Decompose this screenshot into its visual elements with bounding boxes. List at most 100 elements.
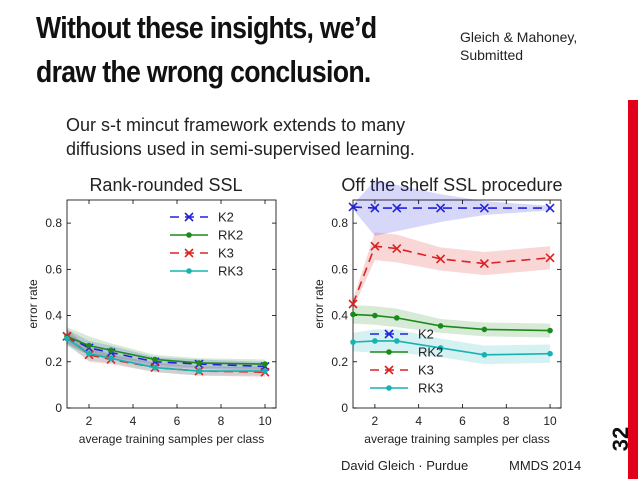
data-point-rk2 xyxy=(196,360,202,366)
x-tick-label: 10 xyxy=(543,414,557,428)
data-point-rk2 xyxy=(86,342,92,349)
x-tick-label: 2 xyxy=(86,414,93,428)
data-point-k3-stroke xyxy=(436,254,446,264)
data-point-k3 xyxy=(479,258,489,269)
data-point-rk2 xyxy=(262,361,268,367)
data-point-k3-stroke xyxy=(348,299,358,309)
citation-line-2: Submitted xyxy=(460,47,524,63)
data-point-rk3 xyxy=(196,368,202,374)
data-point-k2 xyxy=(370,203,380,213)
legend-marker xyxy=(384,329,394,339)
title-line-2: draw the wrong conclusion. xyxy=(36,54,371,89)
legend-label-rk2: RK2 xyxy=(218,228,243,243)
legend-label-rk3: RK3 xyxy=(218,264,243,279)
legend-marker xyxy=(184,212,194,222)
band-k2 xyxy=(67,329,265,372)
legend-label-k3: K3 xyxy=(418,363,434,378)
legend-label-k3: K3 xyxy=(218,246,234,261)
chart-title: Rank-rounded SSL xyxy=(89,175,242,195)
subtitle: Our s-t mincut framework extends to many… xyxy=(66,113,415,161)
data-point-rk2 xyxy=(152,356,158,363)
x-tick-label: 4 xyxy=(130,414,137,428)
plot-frame xyxy=(66,199,277,409)
data-point-k3 xyxy=(348,299,358,309)
series-line-k3 xyxy=(352,245,551,305)
footer-conference: MMDS 2014 xyxy=(509,458,582,473)
legend-marker xyxy=(184,248,194,258)
data-point-k3 xyxy=(370,241,380,251)
data-point-rk3 xyxy=(547,350,553,357)
x-tick-label: 6 xyxy=(174,414,181,428)
data-point-k2-stroke xyxy=(545,203,555,213)
legend-label-k2: K2 xyxy=(418,327,434,342)
data-point-k2-stroke xyxy=(348,202,358,212)
data-point-rk3 xyxy=(372,338,378,344)
series-line-k2 xyxy=(352,206,551,209)
data-point-k2 xyxy=(392,203,402,213)
x-axis-label: average training samples per class xyxy=(364,432,549,446)
data-point-rk3 xyxy=(262,368,268,374)
y-tick-label: 0.6 xyxy=(45,262,62,276)
chart-title: Off the shelf SSL procedure xyxy=(341,175,562,195)
series-line-rk3 xyxy=(66,338,265,372)
data-point-k3-stroke xyxy=(479,258,489,269)
series-line-rk2 xyxy=(352,313,551,332)
data-point-k2 xyxy=(348,202,358,212)
footer-author: David Gleich · Purdue xyxy=(341,458,469,473)
x-tick-label: 4 xyxy=(415,414,422,428)
data-point-rk3 xyxy=(108,355,114,362)
data-point-k2-stroke xyxy=(479,203,489,213)
legend-label-k2: K2 xyxy=(218,210,234,225)
data-point-k2-stroke xyxy=(370,203,380,213)
y-tick-label: 0.8 xyxy=(331,216,348,230)
legend: K2 RK2 K3 RK3 xyxy=(370,327,443,396)
y-tick-label: 0.4 xyxy=(331,309,348,323)
legend-marker xyxy=(386,349,392,355)
chart-2: Off the shelf SSL procedure 0 0.2 0.4 0.6 0.8… xyxy=(312,175,563,446)
y-tick-label: 0 xyxy=(341,401,348,415)
x-axis-label: average training samples per class xyxy=(79,432,264,446)
series-line-rk2 xyxy=(66,335,266,365)
data-point-rk3 xyxy=(393,338,400,344)
data-point-rk2 xyxy=(393,315,400,321)
data-point-k2-stroke xyxy=(392,203,402,213)
subtitle-line-1: Our s-t mincut framework extends to many xyxy=(66,115,406,135)
data-point-rk3 xyxy=(86,350,92,357)
data-point-rk2 xyxy=(372,312,378,319)
data-point-rk2 xyxy=(481,326,488,333)
x-tick-label: 10 xyxy=(258,414,272,428)
legend-label-rk2: RK2 xyxy=(418,345,443,360)
x-tick-label: 8 xyxy=(218,414,225,428)
x-tick-label: 6 xyxy=(459,414,466,428)
subtitle-line-2: diffusions used in semi-supervised learn… xyxy=(66,139,415,159)
legend: K2 RK2 K3 RK3 xyxy=(170,210,243,279)
y-tick-label: 0 xyxy=(55,401,62,415)
data-point-k3 xyxy=(436,254,446,264)
y-tick-label: 0.4 xyxy=(45,309,62,323)
accent-side-bar xyxy=(628,100,638,479)
slide-title: Without these insights, we’d draw the wr… xyxy=(36,6,397,94)
series-line-rk3 xyxy=(352,340,551,356)
chart-1: Rank-rounded SSL 0 0.2 0.4 0.6 0.8 2 4 6 8 10 avera… xyxy=(26,175,277,446)
data-point-rk2 xyxy=(350,311,356,318)
data-point-k2-stroke xyxy=(436,203,446,213)
band-k3 xyxy=(353,232,551,309)
data-point-k3-stroke xyxy=(545,253,555,263)
series-line-k2 xyxy=(66,335,266,368)
citation-line-1: Gleich & Mahoney, xyxy=(460,29,578,45)
legend-marker xyxy=(186,268,192,274)
legend-label-rk3: RK3 xyxy=(418,381,443,396)
band-k3 xyxy=(67,329,265,377)
title-line-1: Without these insights, we’d xyxy=(36,10,377,45)
legend-marker xyxy=(384,365,394,375)
citation: Gleich & Mahoney, Submitted xyxy=(460,28,577,64)
data-point-k2 xyxy=(545,203,555,213)
data-point-rk3 xyxy=(481,352,488,358)
data-point-rk2 xyxy=(547,327,553,334)
y-tick-label: 0.8 xyxy=(45,216,62,230)
x-tick-label: 8 xyxy=(503,414,510,428)
legend-marker xyxy=(386,385,392,391)
data-point-k3 xyxy=(545,253,555,263)
data-point-k3-stroke xyxy=(392,243,402,254)
